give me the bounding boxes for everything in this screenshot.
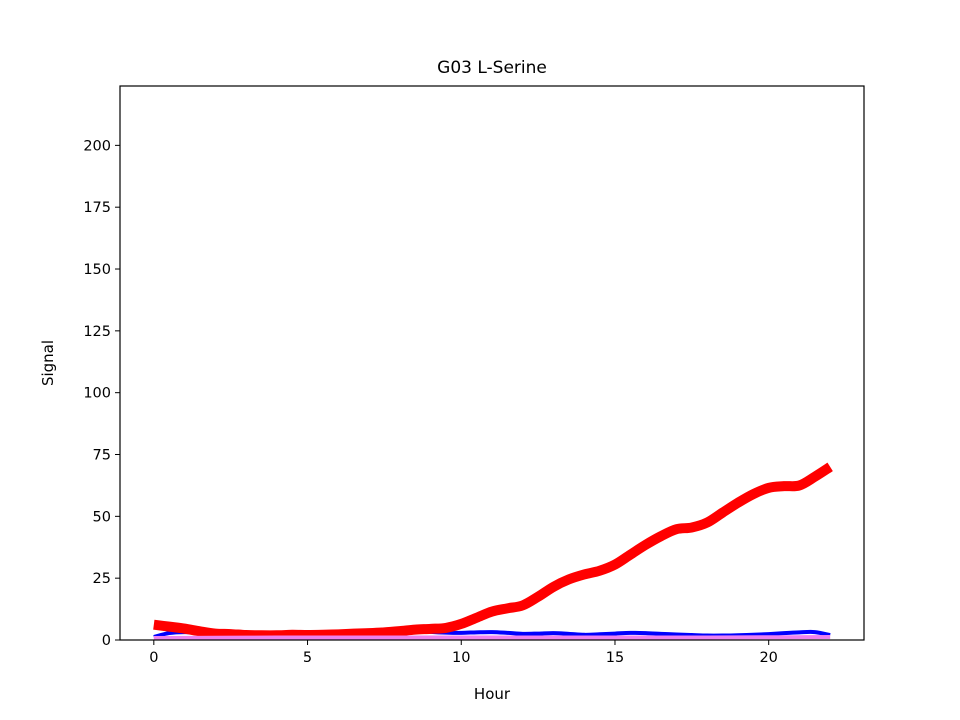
x-tick-label: 15 [606, 650, 624, 666]
x-axis-label: Hour [474, 685, 511, 703]
y-tick-label: 25 [93, 571, 111, 587]
y-tick-label: 125 [83, 324, 111, 340]
y-tick-label: 50 [93, 509, 111, 525]
x-axis: 0 5 10 15 20 [149, 640, 778, 666]
y-tick-label: 75 [93, 448, 111, 464]
y-axis: 0 25 50 75 100 125 150 175 200 [83, 138, 120, 649]
plot-area [153, 462, 833, 641]
x-tick-label: 5 [303, 650, 312, 666]
y-tick-label: 0 [102, 633, 111, 649]
y-tick-label: 100 [83, 386, 111, 402]
y-tick-label: 175 [83, 200, 111, 216]
plot-frame [119, 85, 865, 641]
series-line-3 [153, 635, 831, 641]
x-tick-label: 10 [452, 650, 470, 666]
x-tick-label: 20 [759, 650, 777, 666]
series-line-2 [153, 462, 833, 641]
y-tick-label: 200 [83, 138, 111, 154]
chart-title: G03 L-Serine [437, 58, 547, 78]
y-tick-label: 150 [83, 262, 111, 278]
x-tick-label: 0 [149, 650, 158, 666]
y-axis-label: Signal [39, 340, 57, 386]
